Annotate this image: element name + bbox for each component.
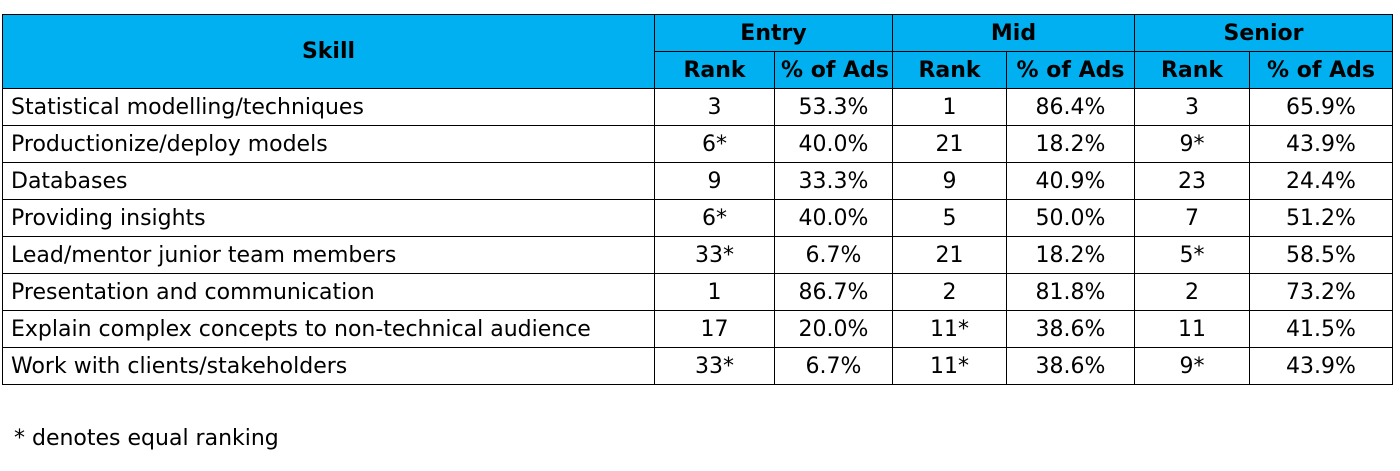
table-body: Statistical modelling/techniques 3 53.3% 1 8… [2, 88, 1393, 385]
table-header: Skill Entry Mid Senior Rank % of Ads Ran… [2, 14, 1393, 89]
mid-group-header: Mid [892, 14, 1135, 52]
mid-rank-cell: 11* [892, 347, 1007, 385]
senior-group-header: Senior [1134, 14, 1393, 52]
entry-rank-cell: 33* [654, 347, 775, 385]
skill-name-cell: Explain complex concepts to non-technica… [2, 310, 655, 348]
skill-name-cell: Presentation and communication [2, 273, 655, 311]
senior-rank-cell: 11 [1134, 310, 1250, 348]
entry-percent-cell: 40.0% [774, 125, 893, 163]
skills-table: Skill Entry Mid Senior Rank % of Ads Ran… [2, 14, 1393, 385]
senior-rank-cell: 5* [1134, 236, 1250, 274]
table-row: Providing insights 6* 40.0% 5 50.0% 7 51.2% [2, 199, 1393, 237]
mid-percent-cell: 50.0% [1006, 199, 1135, 237]
senior-rank-cell: 23 [1134, 162, 1250, 200]
mid-rank-cell: 11* [892, 310, 1007, 348]
senior-percent-cell: 43.9% [1249, 125, 1393, 163]
mid-rank-header: Rank [892, 51, 1007, 89]
header-row-subcolumns: Rank % of Ads Rank % of Ads Rank % of Ad… [3, 51, 1393, 89]
entry-rank-cell: 17 [654, 310, 775, 348]
senior-rank-cell: 7 [1134, 199, 1250, 237]
senior-percent-header: % of Ads [1249, 51, 1393, 89]
mid-rank-cell: 2 [892, 273, 1007, 311]
senior-percent-cell: 24.4% [1249, 162, 1393, 200]
skill-name-cell: Providing insights [2, 199, 655, 237]
mid-percent-cell: 81.8% [1006, 273, 1135, 311]
mid-percent-cell: 38.6% [1006, 310, 1135, 348]
table-row: Presentation and communication 1 86.7% 2 81.… [2, 273, 1393, 311]
senior-rank-cell: 9* [1134, 125, 1250, 163]
senior-percent-cell: 65.9% [1249, 88, 1393, 126]
table-row: Productionize/deploy models 6* 40.0% 21 18.2… [2, 125, 1393, 163]
senior-rank-cell: 3 [1134, 88, 1250, 126]
entry-percent-cell: 40.0% [774, 199, 893, 237]
skill-column-header: Skill [2, 14, 655, 89]
table-row: Lead/mentor junior team members 33* 6.7% 21… [2, 236, 1393, 274]
entry-rank-header: Rank [654, 51, 775, 89]
entry-rank-cell: 1 [654, 273, 775, 311]
table-row: Explain complex concepts to non-technica… [2, 310, 1393, 348]
mid-rank-cell: 21 [892, 125, 1007, 163]
entry-rank-cell: 9 [654, 162, 775, 200]
senior-percent-cell: 58.5% [1249, 236, 1393, 274]
entry-group-header: Entry [654, 14, 893, 52]
skill-name-cell: Statistical modelling/techniques [2, 88, 655, 126]
entry-rank-cell: 6* [654, 125, 775, 163]
entry-percent-cell: 33.3% [774, 162, 893, 200]
senior-rank-cell: 2 [1134, 273, 1250, 311]
mid-percent-cell: 86.4% [1006, 88, 1135, 126]
table-row: Databases 9 33.3% 9 40.9% 23 24.4% [2, 162, 1393, 200]
senior-percent-cell: 43.9% [1249, 347, 1393, 385]
mid-rank-cell: 1 [892, 88, 1007, 126]
table-row: Work with clients/stakeholders 33* 6.7% 11*… [2, 347, 1393, 385]
header-row-groups: Skill Entry Mid Senior [2, 14, 1393, 89]
entry-percent-cell: 6.7% [774, 347, 893, 385]
entry-percent-cell: 6.7% [774, 236, 893, 274]
senior-rank-cell: 9* [1134, 347, 1250, 385]
table-row: Statistical modelling/techniques 3 53.3% 1 8… [2, 88, 1393, 126]
mid-rank-cell: 21 [892, 236, 1007, 274]
entry-percent-header: % of Ads [774, 51, 893, 89]
senior-percent-cell: 41.5% [1249, 310, 1393, 348]
senior-rank-header: Rank [1134, 51, 1250, 89]
skill-name-cell: Productionize/deploy models [2, 125, 655, 163]
mid-rank-cell: 5 [892, 199, 1007, 237]
mid-percent-cell: 38.6% [1006, 347, 1135, 385]
entry-rank-cell: 6* [654, 199, 775, 237]
mid-percent-cell: 18.2% [1006, 236, 1135, 274]
entry-rank-cell: 33* [654, 236, 775, 274]
skill-name-cell: Lead/mentor junior team members [2, 236, 655, 274]
entry-rank-cell: 3 [654, 88, 775, 126]
entry-percent-cell: 20.0% [774, 310, 893, 348]
mid-percent-header: % of Ads [1006, 51, 1135, 89]
skill-name-cell: Work with clients/stakeholders [2, 347, 655, 385]
mid-percent-cell: 18.2% [1006, 125, 1135, 163]
skill-name-cell: Databases [2, 162, 655, 200]
mid-percent-cell: 40.9% [1006, 162, 1135, 200]
footnote: * denotes equal ranking [14, 426, 279, 451]
senior-percent-cell: 73.2% [1249, 273, 1393, 311]
senior-percent-cell: 51.2% [1249, 199, 1393, 237]
mid-rank-cell: 9 [892, 162, 1007, 200]
entry-percent-cell: 86.7% [774, 273, 893, 311]
entry-percent-cell: 53.3% [774, 88, 893, 126]
